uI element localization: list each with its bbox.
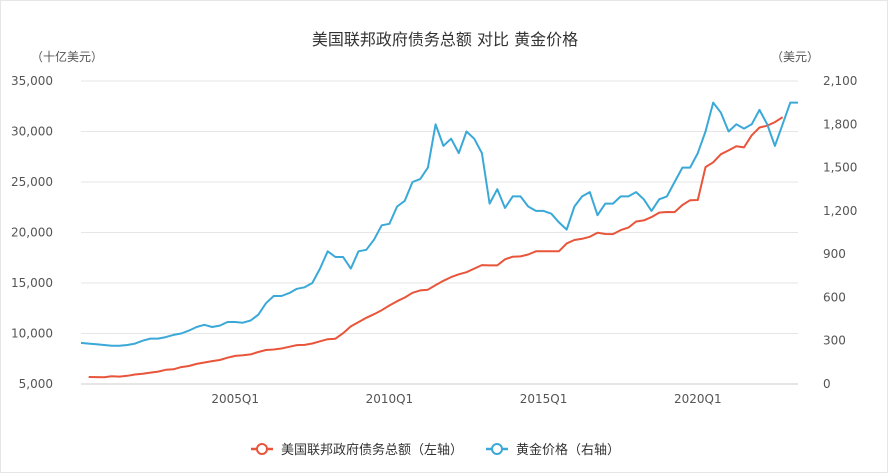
right-tick-label: 300	[823, 334, 846, 348]
right-tick-label: 0	[823, 377, 831, 391]
legend-gold-label: 黄金价格（右轴）	[516, 442, 620, 458]
legend-debt-label: 美国联邦政府债务总额（左轴）	[281, 442, 463, 458]
legend-debt[interactable]: 美国联邦政府债务总额（左轴）	[251, 442, 463, 458]
right-tick-label: 1,200	[823, 204, 857, 218]
left-tick-label: 15,000	[11, 276, 53, 290]
x-tick-label: 2005Q1	[211, 392, 259, 406]
chart-title: 美国联邦政府债务总额 对比 黄金价格	[312, 30, 578, 49]
left-tick-label: 35,000	[11, 74, 53, 88]
left-tick-label: 25,000	[11, 175, 53, 189]
left-tick-label: 30,000	[11, 125, 53, 139]
left-tick-label: 20,000	[11, 226, 53, 240]
left-tick-label: 10,000	[11, 327, 53, 341]
x-tick-label: 2015Q1	[520, 392, 568, 406]
gold-series-line	[80, 101, 798, 347]
right-tick-label: 1,500	[823, 161, 857, 175]
legend-debt-marker	[256, 443, 268, 455]
right-tick-label: 2,100	[823, 74, 857, 88]
x-tick-label: 2010Q1	[366, 392, 414, 406]
debt-series-line	[88, 116, 784, 379]
right-tick-label: 600	[823, 290, 846, 304]
left-axis-label: （十亿美元）	[31, 49, 103, 64]
x-tick-label: 2020Q1	[674, 392, 722, 406]
left-tick-label: 5,000	[19, 377, 53, 391]
right-tick-label: 1,800	[823, 117, 857, 131]
right-axis-label: （美元）	[771, 50, 819, 64]
right-tick-label: 900	[823, 247, 846, 261]
legend-gold-marker	[491, 443, 503, 455]
legend-gold[interactable]: 黄金价格（右轴）	[486, 442, 620, 458]
